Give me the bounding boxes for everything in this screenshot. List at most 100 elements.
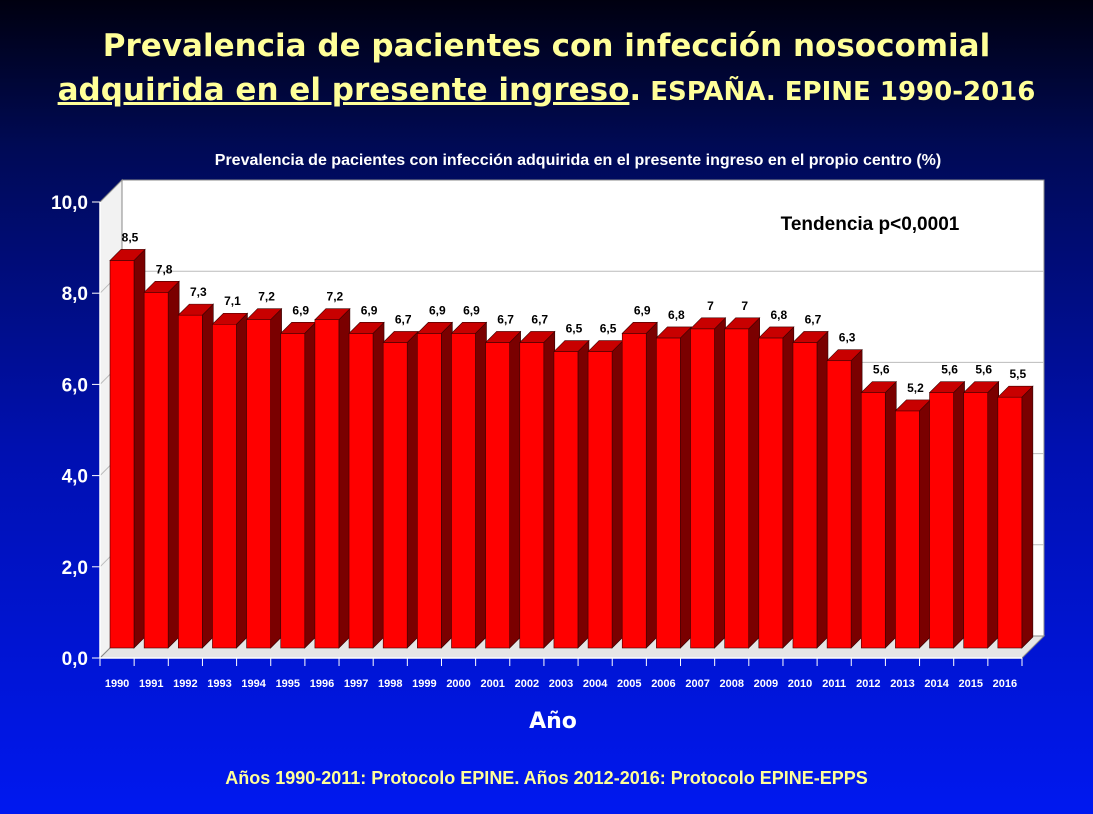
x-tick-label: 1990 xyxy=(105,678,129,690)
bar-value-label: 5,6 xyxy=(873,363,890,377)
x-tick-label: 1994 xyxy=(241,678,266,690)
bar-value-label: 6,8 xyxy=(770,308,787,322)
bar xyxy=(348,333,374,649)
x-tick-label: 2015 xyxy=(959,678,983,690)
bar xyxy=(109,260,135,649)
bar-top xyxy=(792,331,829,343)
bar-value-label: 7,2 xyxy=(327,290,344,304)
x-tick-label: 2009 xyxy=(754,678,778,690)
y-tick-label: 10,0 xyxy=(51,193,88,214)
bar-side xyxy=(133,248,146,649)
page-title: Prevalencia de pacientes con infección n… xyxy=(0,24,1093,114)
x-tick-label: 1993 xyxy=(207,678,231,690)
bar-top xyxy=(962,381,1000,393)
x-tick-label: 2000 xyxy=(446,678,470,690)
bar xyxy=(724,328,749,649)
bar-value-label: 7 xyxy=(741,299,748,313)
bar-top xyxy=(928,381,966,393)
bar-value-label: 6,7 xyxy=(395,312,412,326)
bar-value-label: 7 xyxy=(707,299,714,313)
bar-top xyxy=(245,308,283,320)
bar xyxy=(997,396,1023,649)
bar-top xyxy=(519,331,556,343)
bar-side xyxy=(509,330,521,649)
x-tick-label: 2006 xyxy=(651,678,675,690)
x-tick-label: 1997 xyxy=(344,678,368,690)
bar xyxy=(519,342,545,649)
x-tick-label: 2012 xyxy=(856,678,880,690)
bar-side xyxy=(270,307,282,649)
bar-side xyxy=(611,339,624,649)
bar-top xyxy=(382,331,419,343)
bar xyxy=(792,342,818,649)
y-tick-label: 6,0 xyxy=(62,375,88,396)
chart-title: Prevalencia de pacientes con infección a… xyxy=(215,152,941,169)
x-tick-label: 2014 xyxy=(924,678,949,690)
bar-side xyxy=(577,339,590,649)
bar-side xyxy=(441,321,453,649)
bar-side xyxy=(645,321,658,649)
bar-value-label: 6,9 xyxy=(463,303,480,317)
bar-side xyxy=(782,326,795,649)
x-tick-label: 2005 xyxy=(617,678,641,690)
y-tick-label: 0,0 xyxy=(62,649,88,670)
bar-side xyxy=(884,380,897,649)
bar xyxy=(212,323,237,649)
bar-top xyxy=(177,303,215,316)
bar-top xyxy=(860,381,897,393)
x-tick-label: 2013 xyxy=(890,678,914,690)
bar-top xyxy=(211,312,249,325)
x-tick-label: 2011 xyxy=(822,678,846,690)
trend-annotation: Tendencia p<0,0001 xyxy=(781,214,960,235)
bar-value-label: 6,3 xyxy=(839,331,856,345)
y-tick-label: 8,0 xyxy=(62,284,88,305)
bar-top xyxy=(314,308,351,320)
bar-side xyxy=(338,307,351,649)
x-tick-label: 2003 xyxy=(549,678,573,690)
bar xyxy=(246,319,271,649)
bar xyxy=(895,410,920,649)
bar-top xyxy=(689,317,727,330)
bar-value-label: 6,9 xyxy=(361,303,378,317)
bar-top xyxy=(655,326,693,339)
bar-side xyxy=(201,303,214,649)
title-period: . xyxy=(629,72,642,108)
bar-side xyxy=(543,330,556,649)
bar xyxy=(451,333,476,649)
bar xyxy=(417,333,442,649)
bar-side xyxy=(987,380,1000,649)
y-tick-label: 4,0 xyxy=(62,467,88,488)
bar xyxy=(656,337,681,649)
title-line-2: adquirida en el presente ingreso. ESPAÑA… xyxy=(0,68,1093,114)
bar-value-label: 5,6 xyxy=(975,363,992,377)
bar-top xyxy=(109,249,146,261)
bar-value-label: 7,3 xyxy=(190,285,207,299)
bar-top xyxy=(826,349,863,362)
bar xyxy=(587,351,613,649)
bar-value-label: 8,5 xyxy=(122,230,139,244)
title-line-1: Prevalencia de pacientes con infección n… xyxy=(102,28,991,64)
bar-side xyxy=(167,280,180,649)
x-axis-title: Año xyxy=(529,709,577,734)
bar-side xyxy=(1021,385,1034,649)
bar xyxy=(621,333,647,649)
bar-top xyxy=(143,281,180,293)
bar xyxy=(826,360,852,649)
y-tick-label: 2,0 xyxy=(62,558,88,579)
bar xyxy=(758,337,784,649)
bar-value-label: 6,7 xyxy=(497,312,514,326)
bar-top xyxy=(348,322,385,334)
bar-top xyxy=(450,322,488,334)
bar-side xyxy=(406,330,419,649)
bar-side xyxy=(475,321,487,649)
bar-side xyxy=(816,330,829,649)
bar-value-label: 5,6 xyxy=(941,363,958,377)
bar-side xyxy=(372,321,385,649)
bar-value-label: 6,9 xyxy=(634,303,651,317)
bar xyxy=(860,392,886,649)
bar xyxy=(314,319,340,649)
bar-side xyxy=(953,380,965,649)
bar xyxy=(177,314,203,649)
bar xyxy=(382,342,408,649)
bar-value-label: 5,5 xyxy=(1010,367,1027,381)
